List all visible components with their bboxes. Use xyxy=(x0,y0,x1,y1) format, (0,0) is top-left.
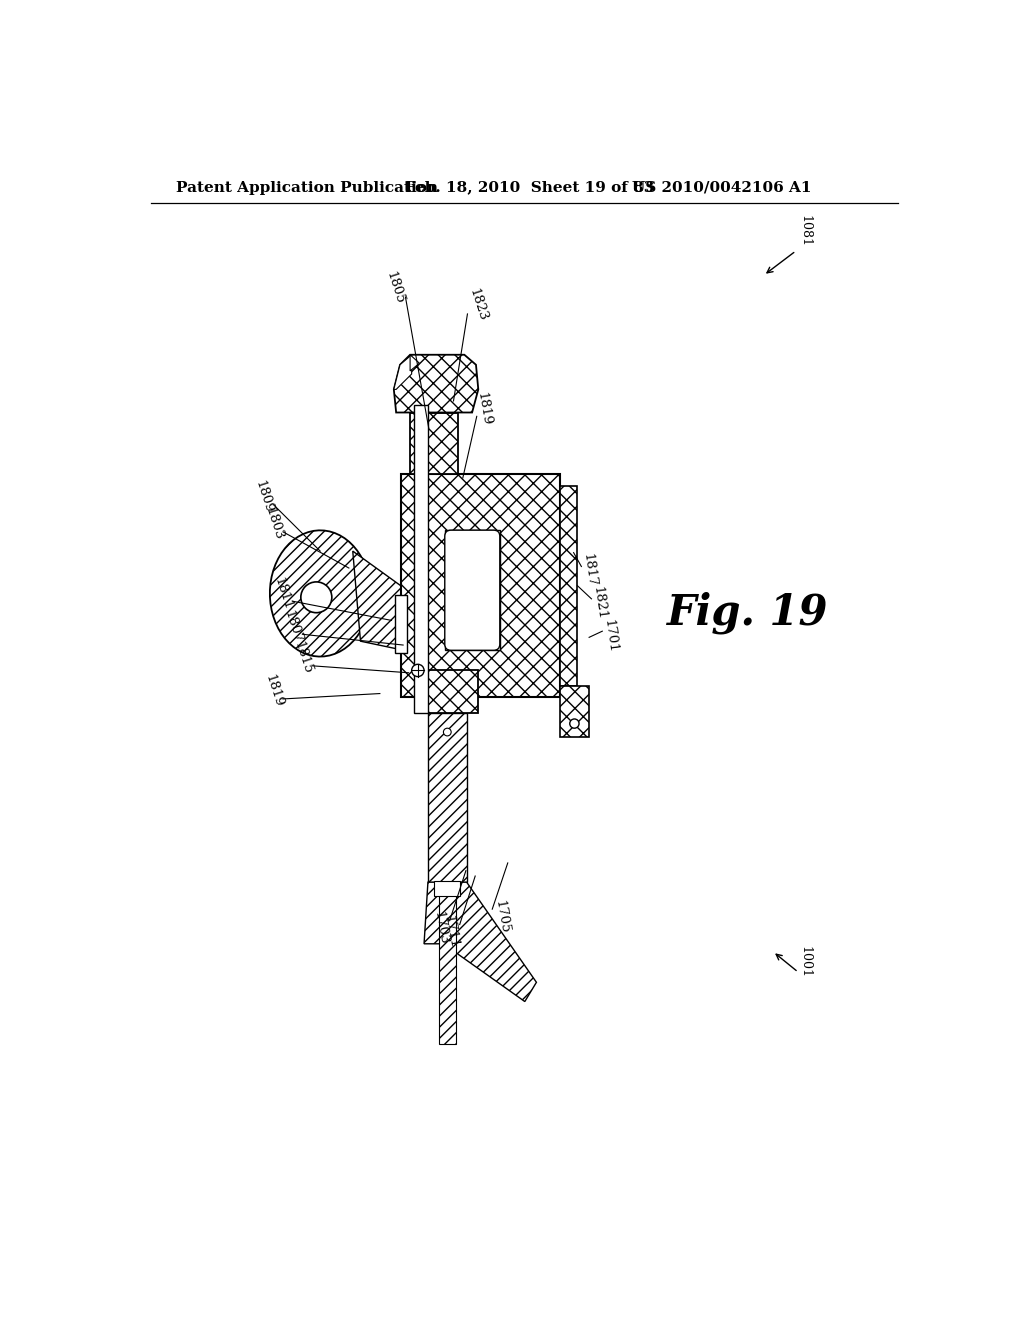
Text: 1811: 1811 xyxy=(271,576,294,611)
FancyBboxPatch shape xyxy=(444,531,500,651)
Polygon shape xyxy=(394,355,412,389)
Text: 1823: 1823 xyxy=(467,286,489,322)
Text: 1711: 1711 xyxy=(441,915,461,950)
Text: 1817: 1817 xyxy=(581,553,598,587)
Polygon shape xyxy=(428,713,467,882)
Text: 1821: 1821 xyxy=(591,586,608,620)
Text: Feb. 18, 2010  Sheet 19 of 83: Feb. 18, 2010 Sheet 19 of 83 xyxy=(406,181,654,194)
Text: 1807: 1807 xyxy=(282,609,304,644)
Text: 1001: 1001 xyxy=(798,946,811,978)
Polygon shape xyxy=(410,355,420,371)
Text: 1819: 1819 xyxy=(262,673,285,709)
Polygon shape xyxy=(410,412,458,474)
Circle shape xyxy=(569,719,579,729)
Text: 1805: 1805 xyxy=(384,269,407,306)
Text: 1701: 1701 xyxy=(601,618,618,653)
Text: 1803: 1803 xyxy=(262,506,285,543)
Text: 1809: 1809 xyxy=(253,479,275,515)
Circle shape xyxy=(412,664,424,677)
Bar xyxy=(444,531,500,651)
Polygon shape xyxy=(352,552,400,649)
Text: 1705: 1705 xyxy=(493,899,511,935)
Circle shape xyxy=(301,582,332,612)
Text: 1819: 1819 xyxy=(474,391,493,426)
Polygon shape xyxy=(560,486,577,686)
Text: 1815: 1815 xyxy=(292,640,314,676)
Polygon shape xyxy=(270,531,371,656)
Bar xyxy=(394,595,407,653)
Text: Patent Application Publication: Patent Application Publication xyxy=(176,181,438,194)
Polygon shape xyxy=(560,686,589,738)
Text: 1703: 1703 xyxy=(432,911,451,946)
Polygon shape xyxy=(424,882,537,1002)
Text: US 2010/0042106 A1: US 2010/0042106 A1 xyxy=(632,181,811,194)
Polygon shape xyxy=(400,474,560,697)
Bar xyxy=(414,405,428,713)
Bar xyxy=(434,880,461,896)
Polygon shape xyxy=(417,671,478,713)
Polygon shape xyxy=(394,355,478,412)
Circle shape xyxy=(443,729,452,737)
Text: 1081: 1081 xyxy=(798,215,811,247)
Text: Fig. 19: Fig. 19 xyxy=(667,591,828,634)
Polygon shape xyxy=(438,882,456,1044)
